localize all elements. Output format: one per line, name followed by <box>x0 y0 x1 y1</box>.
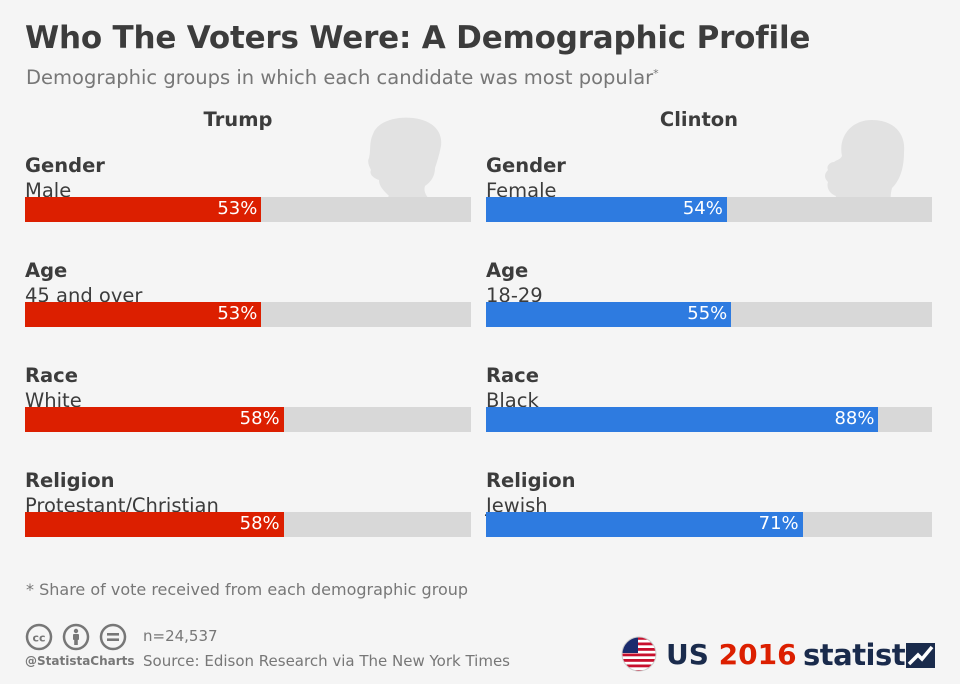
bar-track: 53% <box>25 302 471 327</box>
bar-value-label: 54% <box>682 198 723 219</box>
trump-bar-age: 53% <box>25 302 262 327</box>
trump-silhouette-icon <box>363 117 453 216</box>
clinton-heading: Clinton <box>659 108 739 131</box>
clinton-silhouette-icon <box>824 120 905 216</box>
creative-commons-icon[interactable]: cc <box>25 623 53 655</box>
clinton-group-race: Race Black 88% <box>486 364 932 464</box>
clinton-bar-religion: 71% <box>486 512 803 537</box>
clinton-group-gender: Gender Female 54% <box>486 154 932 254</box>
bar-value-label: 53% <box>217 303 258 324</box>
bar-track: 58% <box>25 407 471 432</box>
clinton-column: Clinton Gender Female 54% Age 18-29 55% … <box>486 108 932 558</box>
group-label: Religion <box>25 469 115 492</box>
group-category: Male <box>25 179 72 202</box>
trump-heading: Trump <box>203 108 273 131</box>
footnote: * Share of vote received from each demog… <box>26 580 469 599</box>
clinton-bar-race: 88% <box>486 407 879 432</box>
twitter-handle[interactable]: @StatistaCharts <box>25 654 135 668</box>
trump-column: Trump Gender Male 53% Age 45 and over 53… <box>25 108 471 558</box>
bar-track: 71% <box>486 512 932 537</box>
trump-bar-gender: 53% <box>25 197 262 222</box>
group-label: Race <box>25 364 78 387</box>
bar-value-label: 58% <box>239 513 280 534</box>
group-category: White <box>25 389 82 412</box>
bar-value-label: 55% <box>687 303 728 324</box>
group-category: Female <box>486 179 557 202</box>
statista-logo-icon <box>906 643 935 668</box>
trump-group-religion: Religion Protestant/Christian 58% <box>25 469 471 569</box>
bar-value-label: 53% <box>217 198 258 219</box>
group-label: Gender <box>25 154 105 177</box>
statista-logo[interactable]: statista <box>803 638 925 672</box>
bar-track: 55% <box>486 302 932 327</box>
group-category: Black <box>486 389 539 412</box>
sample-size: n=24,537 <box>143 627 218 645</box>
trump-group-race: Race White 58% <box>25 364 471 464</box>
trump-group-gender: Gender Male 53% <box>25 154 471 254</box>
bar-track: 54% <box>486 197 932 222</box>
group-category: Jewish <box>486 494 548 517</box>
svg-text:cc: cc <box>32 632 45 645</box>
bar-track: 88% <box>486 407 932 432</box>
group-category: Protestant/Christian <box>25 494 219 517</box>
group-label: Age <box>486 259 529 282</box>
bar-track: 53% <box>25 197 471 222</box>
attribution-icon[interactable] <box>62 623 90 655</box>
trump-group-age: Age 45 and over 53% <box>25 259 471 359</box>
page-subtitle: Demographic groups in which each candida… <box>26 66 659 89</box>
bar-value-label: 71% <box>758 513 799 534</box>
badge-year: 2016 <box>718 638 797 671</box>
license-icons: cc <box>25 623 131 651</box>
badge-us: US <box>666 638 709 671</box>
group-label: Gender <box>486 154 566 177</box>
group-category: 45 and over <box>25 284 143 307</box>
bar-track: 58% <box>25 512 471 537</box>
us-2016-badge: US 2016 <box>666 638 797 671</box>
bar-value-label: 88% <box>834 408 875 429</box>
trump-bar-race: 58% <box>25 407 284 432</box>
group-label: Religion <box>486 469 576 492</box>
bar-value-label: 58% <box>239 408 280 429</box>
subtitle-text: Demographic groups in which each candida… <box>26 66 654 89</box>
clinton-bar-age: 55% <box>486 302 732 327</box>
source-note: Source: Edison Research via The New York… <box>143 652 510 670</box>
clinton-group-age: Age 18-29 55% <box>486 259 932 359</box>
clinton-group-religion: Religion Jewish 71% <box>486 469 932 569</box>
group-label: Race <box>486 364 539 387</box>
us-flag-icon <box>621 636 657 672</box>
group-label: Age <box>25 259 68 282</box>
clinton-bar-gender: 54% <box>486 197 727 222</box>
page-title: Who The Voters Were: A Demographic Profi… <box>25 20 811 56</box>
group-category: 18-29 <box>486 284 543 307</box>
trump-bar-religion: 58% <box>25 512 284 537</box>
no-derivatives-icon[interactable] <box>99 623 127 655</box>
subtitle-asterisk: * <box>653 67 659 80</box>
